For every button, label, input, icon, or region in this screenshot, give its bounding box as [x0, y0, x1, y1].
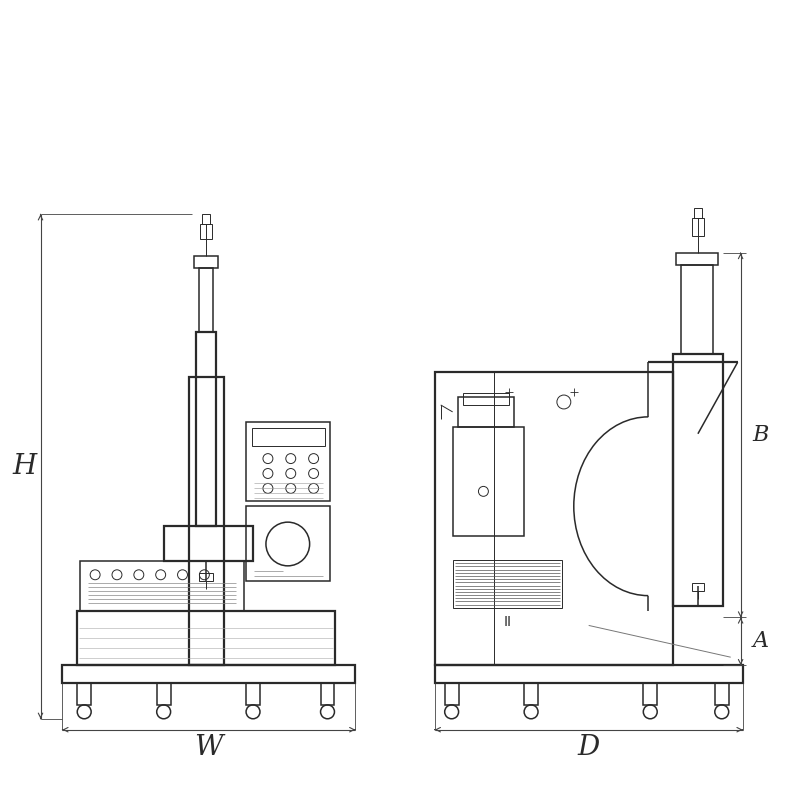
Bar	[252, 428, 325, 446]
Bar	[524, 683, 538, 705]
Bar	[692, 218, 704, 236]
Bar	[694, 208, 702, 218]
Bar	[462, 393, 510, 405]
Bar	[246, 506, 330, 581]
Bar	[190, 377, 224, 665]
Bar	[246, 683, 260, 705]
Bar	[434, 372, 673, 665]
Bar	[692, 582, 704, 590]
Bar	[643, 683, 658, 705]
Bar	[194, 256, 218, 268]
Bar	[445, 683, 458, 705]
Text: D: D	[578, 734, 600, 761]
Bar	[714, 683, 729, 705]
Bar	[157, 683, 170, 705]
Bar	[78, 683, 91, 705]
Bar	[321, 683, 334, 705]
Text: W: W	[194, 734, 223, 761]
Bar	[676, 253, 718, 265]
Bar	[246, 422, 330, 502]
Bar	[199, 573, 214, 581]
Bar	[78, 610, 335, 665]
Bar	[197, 333, 216, 526]
Text: B: B	[753, 424, 769, 446]
Bar	[80, 561, 244, 610]
Text: II: II	[503, 615, 511, 630]
Bar	[453, 427, 524, 536]
Text: H: H	[13, 453, 37, 480]
Bar	[200, 224, 212, 239]
Bar	[453, 560, 562, 607]
Bar	[164, 526, 253, 561]
Bar	[199, 268, 214, 333]
Bar	[673, 354, 722, 606]
Text: A: A	[753, 630, 769, 652]
Bar	[434, 665, 742, 683]
Bar	[62, 665, 355, 683]
Bar	[681, 265, 713, 354]
Bar	[458, 397, 514, 427]
Bar	[202, 214, 210, 224]
